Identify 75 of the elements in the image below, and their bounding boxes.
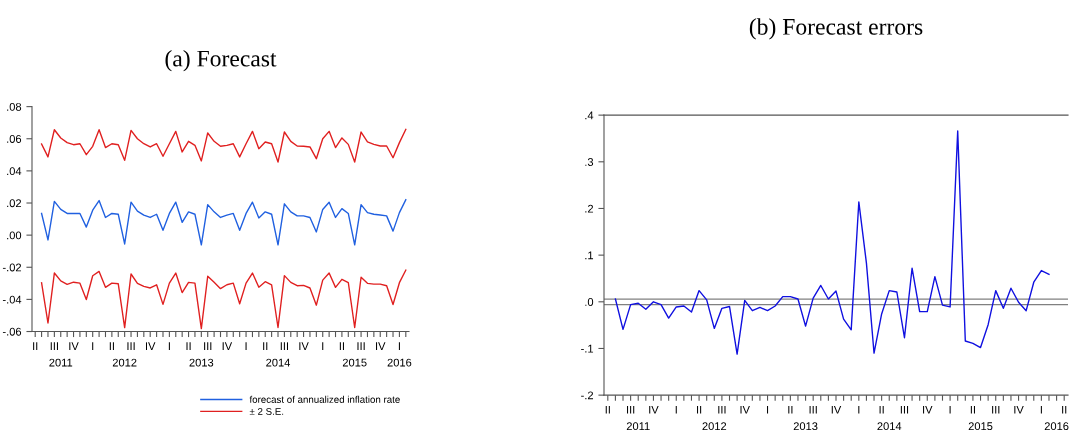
legend-label: ± 2 S.E.	[249, 408, 284, 415]
y-tick-label: .1	[585, 251, 594, 260]
x-tick-label: II	[697, 405, 702, 414]
x-tick-label: II	[186, 342, 191, 350]
x-tick-label: 2015	[968, 422, 993, 431]
y-tick-label: .2	[585, 204, 594, 213]
y-tick-label: .3	[585, 158, 594, 166]
x-tick-label: IV	[222, 342, 233, 350]
x-tick-label: 2012	[702, 422, 727, 431]
line-series	[40, 128, 407, 163]
y-tick-label: -.2	[581, 391, 594, 400]
x-tick-label: II	[263, 342, 268, 350]
x-tick-label: 2014	[877, 422, 902, 431]
y-tick-label: .0	[585, 298, 594, 306]
line-series	[40, 269, 407, 330]
x-tick-label: IV	[649, 405, 659, 414]
line-series	[40, 199, 407, 246]
y-tick-label: .04	[7, 167, 22, 176]
y-tick-label: .02	[7, 199, 22, 208]
x-tick-label: I	[767, 405, 769, 414]
x-tick-label: I	[168, 342, 170, 350]
x-tick-label: IV	[69, 342, 79, 350]
y-tick-label: .4	[585, 111, 594, 120]
y-tick-label: -.06	[2, 327, 22, 336]
x-tick-label: II	[788, 405, 793, 414]
x-tick-label: III	[627, 405, 635, 414]
x-tick-label: 2014	[266, 358, 291, 367]
x-tick-label: III	[718, 405, 726, 414]
x-tick-label: IV	[740, 405, 750, 414]
line-series	[614, 130, 1050, 355]
x-tick-label: III	[204, 342, 212, 350]
x-tick-label: I 2016	[387, 342, 412, 367]
x-tick-label: III	[809, 405, 817, 414]
legend-label: forecast of annualized inflation rate	[249, 395, 400, 403]
x-tick-label: I	[92, 342, 94, 350]
x-tick-label: 2013	[189, 358, 214, 367]
x-tick-label: I	[675, 405, 677, 414]
x-tick-label: II	[339, 342, 344, 350]
y-tick-label: .00	[7, 231, 22, 240]
x-tick-label: 2012	[112, 358, 137, 367]
y-tick-label: .08	[7, 102, 22, 111]
x-tick-label: I	[1040, 405, 1042, 414]
x-tick-label: II	[879, 405, 884, 414]
x-tick-label: IV	[1014, 405, 1024, 414]
x-tick-label: 2013	[793, 422, 818, 431]
chart-title: (a) Forecast	[165, 49, 277, 72]
x-tick-label: II	[605, 405, 610, 414]
y-tick-label: -.1	[581, 344, 594, 353]
x-tick-label: I	[245, 342, 247, 350]
x-tick-label: II	[109, 342, 114, 350]
x-tick-label: III	[357, 342, 365, 350]
x-tick-label: IV	[831, 405, 842, 414]
x-tick-label: 2016	[1044, 422, 1069, 431]
y-tick-label: -.04	[2, 295, 22, 304]
y-tick-label: -.02	[2, 263, 22, 272]
x-tick-label: 2011	[626, 422, 650, 431]
x-tick-label: I	[858, 405, 860, 414]
x-tick-label: III	[50, 342, 58, 350]
x-tick-label: 2015	[342, 358, 367, 367]
x-tick-label: 2011	[49, 358, 73, 367]
x-tick-label: II	[1062, 405, 1067, 414]
x-tick-label: IV	[299, 342, 309, 350]
x-tick-label: I	[322, 342, 324, 350]
chart-title: (b) Forecast errors	[749, 18, 923, 40]
x-tick-label: III	[900, 405, 909, 414]
x-tick-label: II	[33, 342, 38, 350]
y-tick-label: .06	[7, 135, 22, 143]
x-tick-label: III	[992, 405, 1000, 414]
x-tick-label: III	[280, 342, 288, 350]
x-tick-label: IV	[376, 342, 386, 350]
x-tick-label: IV	[923, 405, 933, 414]
x-tick-label: I	[949, 405, 951, 414]
x-tick-label: IV	[145, 342, 156, 350]
x-tick-label: II	[970, 405, 975, 414]
x-tick-label: III	[127, 342, 135, 350]
